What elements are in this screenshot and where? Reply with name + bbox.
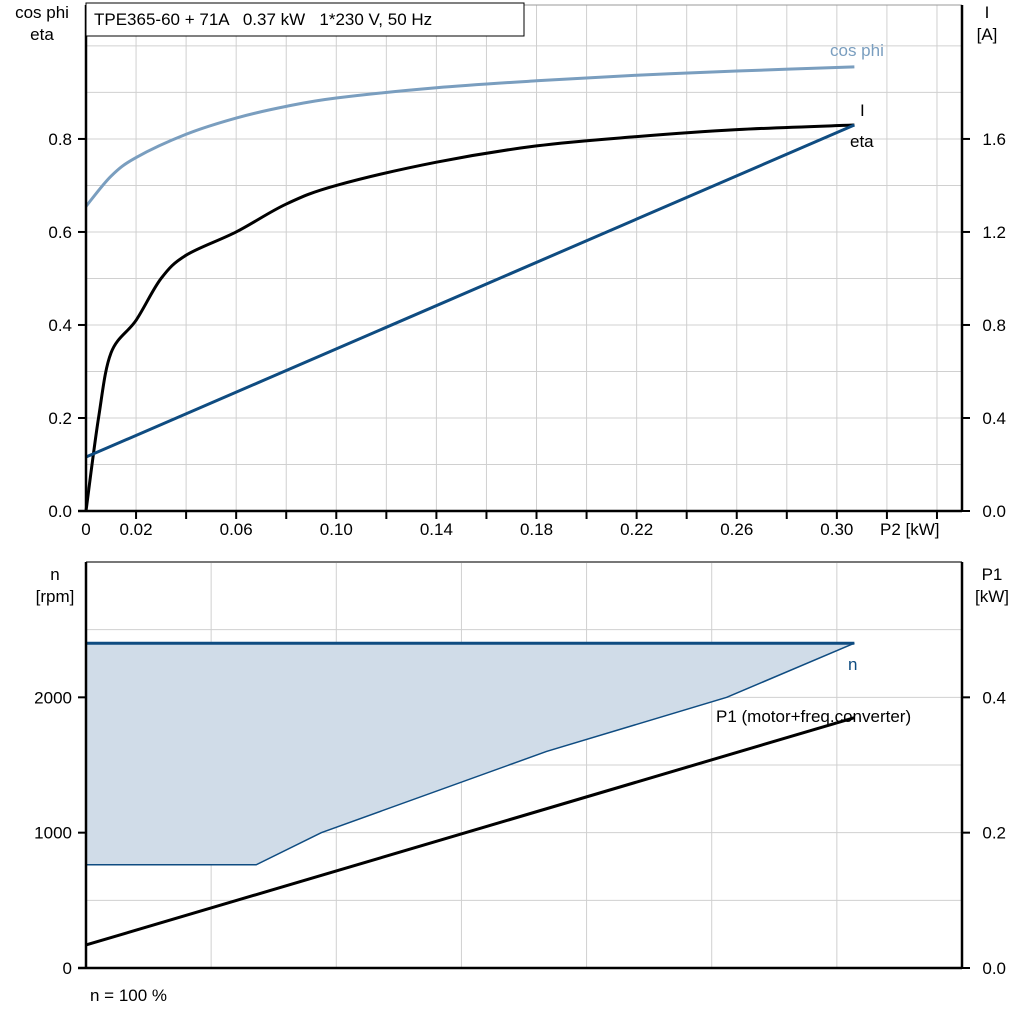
label-current: I [860, 101, 865, 120]
label-eta: eta [850, 132, 874, 151]
y-right-tick-label: 1.2 [982, 223, 1006, 242]
y-left-tick-label: 0.6 [48, 223, 72, 242]
x-tick-label: 0.02 [120, 520, 153, 539]
y-right-tick-label: 0.0 [982, 959, 1006, 978]
y-right-tick-label: 0.0 [982, 502, 1006, 521]
y-right-tick-label: 0.4 [982, 409, 1006, 428]
series-n-min-line [86, 642, 855, 866]
top-grid [86, 4, 962, 511]
axes [78, 5, 970, 970]
x-tick-label: 0.26 [720, 520, 753, 539]
x-axis-label: P2 [kW] [880, 520, 940, 539]
y-left-tick-label: 0 [63, 959, 72, 978]
series-current-line [85, 123, 855, 459]
series-eta-line [84, 123, 855, 512]
y-right-axis-label: [A] [977, 25, 998, 44]
y-left-tick-label: 2000 [34, 688, 72, 707]
x-tick-label: 0.14 [420, 520, 453, 539]
y-left-axis-label: eta [30, 25, 54, 44]
y-left-axis-label: [rpm] [36, 587, 75, 606]
label-n: n [848, 655, 857, 674]
y-right-axis-label: I [985, 3, 990, 22]
y-right-tick-label: 0.2 [982, 824, 1006, 843]
label-p1: P1 (motor+freq.converter) [716, 707, 911, 726]
y-left-tick-label: 0.2 [48, 409, 72, 428]
y-right-axis-label: P1 [982, 565, 1003, 584]
chart-marks [84, 65, 855, 947]
y-left-tick-label: 0.4 [48, 316, 72, 335]
y-right-tick-label: 0.4 [982, 688, 1006, 707]
y-right-axis-label: [kW] [975, 587, 1009, 606]
title-box [85, 2, 525, 37]
footer-note: n = 100 % [90, 986, 167, 1005]
x-tick-label: 0.10 [320, 520, 353, 539]
x-tick-label: 0.22 [620, 520, 653, 539]
y-left-axis-label: n [50, 565, 59, 584]
series-cosphi-line [84, 65, 855, 208]
y-left-tick-label: 0.0 [48, 502, 72, 521]
chart-title: TPE365-60 + 71A 0.37 kW 1*230 V, 50 Hz [94, 10, 432, 29]
y-right-tick-label: 1.6 [982, 130, 1006, 149]
y-left-tick-label: 1000 [34, 824, 72, 843]
x-tick-label: 0 [81, 520, 90, 539]
y-left-tick-label: 0.8 [48, 130, 72, 149]
speed-range-area [86, 643, 855, 865]
series-p1-line [85, 716, 855, 947]
x-tick-label: 0.30 [820, 520, 853, 539]
y-right-tick-label: 0.8 [982, 316, 1006, 335]
y-left-axis-label: cos phi [15, 3, 69, 22]
label-cosphi: cos phi [830, 41, 884, 60]
x-tick-label: 0.06 [220, 520, 253, 539]
x-tick-label: 0.18 [520, 520, 553, 539]
